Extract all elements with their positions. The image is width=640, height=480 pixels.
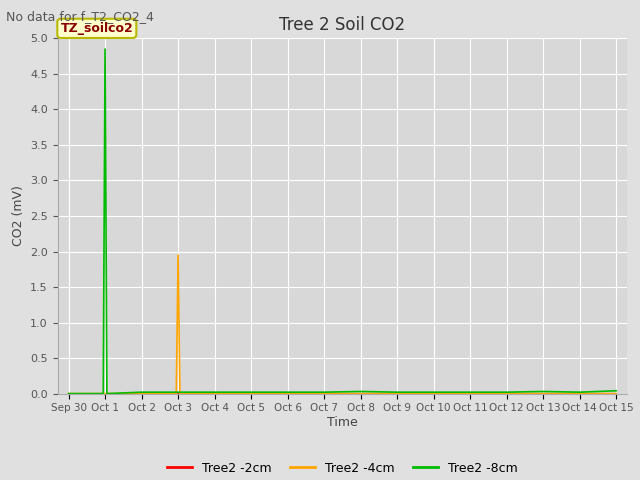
Tree2 -8cm bbox=[503, 389, 511, 395]
Tree2 -2cm bbox=[247, 391, 255, 396]
Tree2 -8cm bbox=[103, 391, 111, 396]
Line: Tree2 -4cm: Tree2 -4cm bbox=[68, 255, 616, 394]
Tree2 -2cm bbox=[211, 391, 218, 396]
Tree2 -2cm bbox=[101, 391, 109, 396]
Title: Tree 2 Soil CO2: Tree 2 Soil CO2 bbox=[279, 16, 406, 34]
Tree2 -8cm bbox=[467, 389, 474, 395]
Tree2 -2cm bbox=[320, 391, 328, 396]
Tree2 -8cm bbox=[174, 389, 182, 395]
Y-axis label: CO2 (mV): CO2 (mV) bbox=[12, 186, 24, 246]
Tree2 -4cm bbox=[467, 391, 474, 396]
Tree2 -8cm bbox=[576, 389, 584, 395]
Tree2 -4cm bbox=[320, 391, 328, 396]
Legend: Tree2 -2cm, Tree2 -4cm, Tree2 -8cm: Tree2 -2cm, Tree2 -4cm, Tree2 -8cm bbox=[162, 456, 523, 480]
Tree2 -2cm bbox=[174, 391, 182, 396]
Tree2 -2cm bbox=[394, 391, 401, 396]
Tree2 -2cm bbox=[65, 391, 72, 396]
Tree2 -2cm bbox=[284, 391, 291, 396]
Tree2 -4cm bbox=[101, 391, 109, 396]
Text: TZ_soilco2: TZ_soilco2 bbox=[60, 22, 133, 35]
Tree2 -8cm bbox=[357, 389, 365, 395]
Tree2 -4cm bbox=[540, 391, 547, 396]
Tree2 -2cm bbox=[467, 391, 474, 396]
Tree2 -8cm bbox=[394, 389, 401, 395]
Tree2 -8cm bbox=[101, 46, 109, 52]
Tree2 -8cm bbox=[540, 389, 547, 395]
Line: Tree2 -8cm: Tree2 -8cm bbox=[68, 49, 616, 394]
Tree2 -4cm bbox=[503, 391, 511, 396]
Tree2 -4cm bbox=[138, 391, 145, 396]
Tree2 -4cm bbox=[172, 391, 180, 396]
Tree2 -2cm bbox=[612, 391, 620, 396]
Tree2 -2cm bbox=[540, 391, 547, 396]
Tree2 -8cm bbox=[612, 388, 620, 394]
Tree2 -4cm bbox=[357, 391, 365, 396]
Tree2 -4cm bbox=[247, 391, 255, 396]
Tree2 -4cm bbox=[176, 391, 184, 396]
Tree2 -4cm bbox=[576, 391, 584, 396]
Tree2 -2cm bbox=[357, 391, 365, 396]
Tree2 -4cm bbox=[211, 391, 218, 396]
Tree2 -8cm bbox=[65, 391, 72, 396]
X-axis label: Time: Time bbox=[327, 416, 358, 429]
Tree2 -8cm bbox=[99, 391, 107, 396]
Tree2 -8cm bbox=[138, 389, 145, 395]
Tree2 -4cm bbox=[612, 391, 620, 396]
Tree2 -8cm bbox=[320, 389, 328, 395]
Tree2 -2cm bbox=[83, 391, 91, 396]
Tree2 -2cm bbox=[120, 391, 127, 396]
Tree2 -2cm bbox=[576, 391, 584, 396]
Tree2 -4cm bbox=[65, 391, 72, 396]
Tree2 -4cm bbox=[430, 391, 438, 396]
Tree2 -2cm bbox=[138, 391, 145, 396]
Tree2 -8cm bbox=[430, 389, 438, 395]
Tree2 -4cm bbox=[284, 391, 291, 396]
Tree2 -8cm bbox=[211, 389, 218, 395]
Tree2 -8cm bbox=[247, 389, 255, 395]
Tree2 -2cm bbox=[503, 391, 511, 396]
Tree2 -8cm bbox=[284, 389, 291, 395]
Tree2 -2cm bbox=[430, 391, 438, 396]
Tree2 -4cm bbox=[174, 252, 182, 258]
Text: No data for f_T2_CO2_4: No data for f_T2_CO2_4 bbox=[6, 10, 154, 23]
Tree2 -4cm bbox=[394, 391, 401, 396]
